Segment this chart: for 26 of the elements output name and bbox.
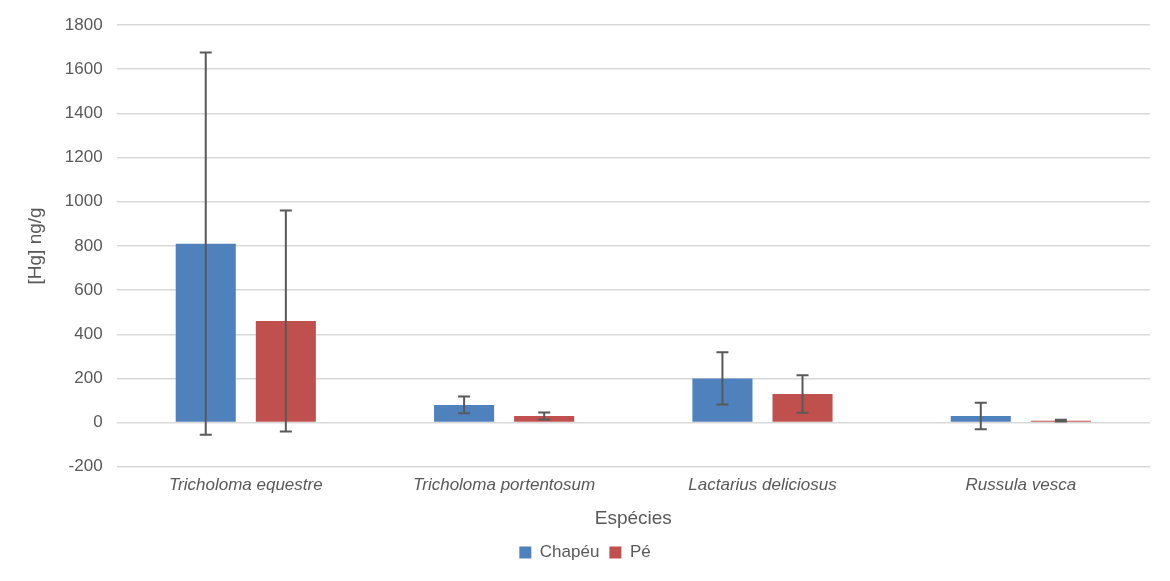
bar xyxy=(175,243,236,422)
legend-label: Chapéu xyxy=(539,542,600,562)
y-tick-label: 600 xyxy=(74,279,103,299)
x-tick-label: Lactarius deliciosus xyxy=(688,474,838,494)
y-tick-label: 800 xyxy=(74,235,103,255)
y-tick-label: 1200 xyxy=(64,147,103,167)
bar xyxy=(692,378,753,422)
x-tick-label: Tricholoma portentosum xyxy=(413,474,596,494)
y-tick-label: 1000 xyxy=(64,191,103,211)
x-axis-title: Espécies xyxy=(594,506,672,528)
y-tick-label: 1800 xyxy=(64,14,103,34)
y-tick-label: 1400 xyxy=(64,103,103,123)
x-tick-label: Tricholoma equestre xyxy=(168,474,323,494)
bar xyxy=(772,393,833,422)
bar xyxy=(434,404,495,422)
legend-label: Pé xyxy=(629,542,651,562)
x-tick-label: Russula vesca xyxy=(965,474,1077,494)
y-tick-label: 200 xyxy=(74,368,103,388)
y-axis-title: [Hg] ng/g xyxy=(23,207,45,285)
bar xyxy=(950,415,1011,422)
bar xyxy=(255,321,316,422)
y-tick-label: 400 xyxy=(74,323,103,343)
y-tick-label: 1600 xyxy=(64,58,103,78)
y-tick-label: 0 xyxy=(93,412,103,432)
bar xyxy=(514,415,575,422)
y-tick-label: -200 xyxy=(68,456,103,476)
